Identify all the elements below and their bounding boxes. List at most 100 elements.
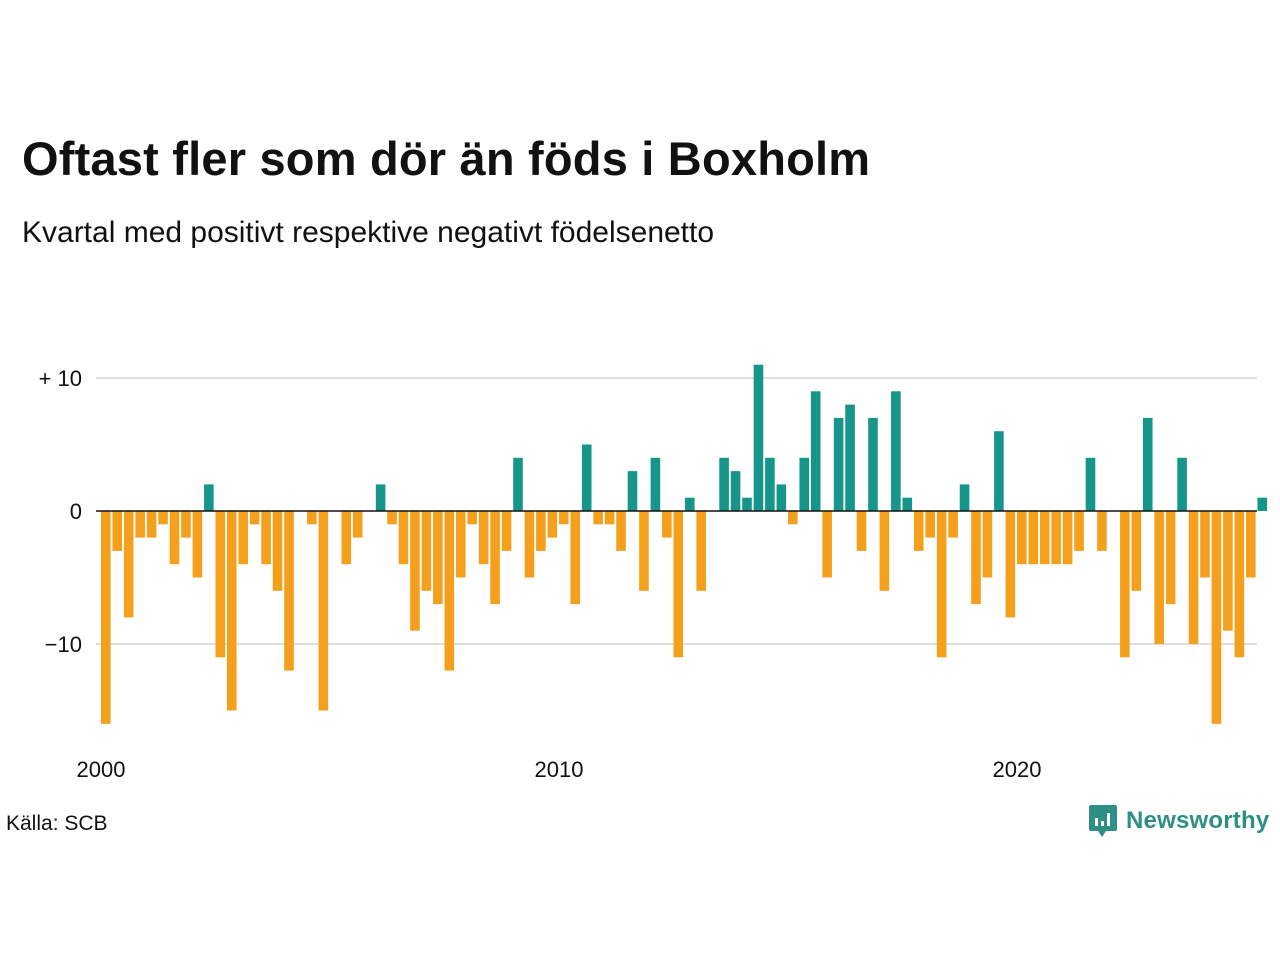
bar-positive bbox=[902, 497, 913, 511]
bar-positive bbox=[1085, 457, 1096, 511]
bar-negative bbox=[696, 511, 706, 591]
chart-title: Oftast fler som dör än föds i Boxholm bbox=[22, 132, 871, 185]
bar-positive bbox=[799, 457, 810, 511]
bar-negative bbox=[856, 511, 867, 551]
y-tick-label: −10 bbox=[45, 632, 82, 657]
bar-positive bbox=[627, 471, 638, 511]
bar-negative bbox=[123, 511, 134, 618]
bar-negative bbox=[1005, 511, 1016, 618]
bar-negative bbox=[673, 511, 684, 658]
bar-negative bbox=[971, 511, 981, 605]
bar-negative bbox=[387, 511, 397, 525]
bar-positive bbox=[891, 391, 901, 511]
bar-negative bbox=[524, 511, 535, 578]
bar-negative bbox=[1165, 511, 1176, 605]
x-tick-label: 2010 bbox=[535, 757, 584, 782]
bar-positive bbox=[868, 417, 878, 511]
bar-negative bbox=[1062, 511, 1073, 565]
bar-negative bbox=[788, 511, 798, 525]
bar-negative bbox=[341, 511, 352, 565]
bar-positive bbox=[730, 471, 741, 511]
bar-negative bbox=[284, 511, 294, 671]
x-tick-label: 2020 bbox=[993, 757, 1042, 782]
bar-negative bbox=[490, 511, 500, 605]
bar-negative bbox=[948, 511, 958, 538]
bar-negative bbox=[1017, 511, 1027, 565]
bar-positive bbox=[753, 364, 764, 511]
bar-negative bbox=[1028, 511, 1039, 565]
bar-negative bbox=[501, 511, 512, 551]
bar-negative bbox=[410, 511, 420, 631]
x-tick-label: 2000 bbox=[77, 757, 126, 782]
bar-negative bbox=[1154, 511, 1164, 644]
bars bbox=[101, 364, 1268, 724]
bar-positive bbox=[742, 497, 752, 511]
bar-negative bbox=[639, 511, 649, 591]
bar-positive bbox=[581, 444, 592, 511]
bar-negative bbox=[879, 511, 890, 591]
bar-positive bbox=[845, 404, 855, 511]
bar-positive bbox=[1257, 497, 1268, 511]
bar-negative bbox=[1039, 511, 1050, 565]
bar-negative bbox=[982, 511, 993, 578]
bar-negative bbox=[559, 511, 569, 525]
bar-negative bbox=[307, 511, 317, 525]
bar-negative bbox=[925, 511, 935, 538]
bar-negative bbox=[421, 511, 432, 591]
bar-negative bbox=[1188, 511, 1199, 644]
bar-negative bbox=[318, 511, 329, 711]
bar-positive bbox=[684, 497, 695, 511]
bar-negative bbox=[1211, 511, 1222, 724]
bar-negative bbox=[169, 511, 180, 565]
bar-negative bbox=[455, 511, 466, 578]
bar-positive bbox=[719, 457, 729, 511]
chart-subtitle: Kvartal med positivt respektive negativt… bbox=[22, 216, 715, 249]
bar-negative bbox=[181, 511, 191, 538]
bar-negative bbox=[192, 511, 203, 578]
bar-negative bbox=[1223, 511, 1233, 631]
y-tick-label: + 10 bbox=[39, 366, 82, 391]
bar-negative bbox=[662, 511, 672, 538]
bar-negative bbox=[398, 511, 409, 565]
bar-negative bbox=[272, 511, 283, 591]
bar-negative bbox=[547, 511, 558, 538]
bar-negative bbox=[570, 511, 581, 605]
brand-logo: Newsworthy bbox=[1088, 804, 1269, 838]
bar-negative bbox=[238, 511, 248, 565]
bar-positive bbox=[204, 484, 214, 511]
bar-positive bbox=[375, 484, 386, 511]
brand-name: Newsworthy bbox=[1126, 807, 1270, 834]
bar-negative bbox=[226, 511, 237, 711]
bar-negative bbox=[352, 511, 363, 538]
bar-negative bbox=[135, 511, 145, 538]
bar-negative bbox=[913, 511, 924, 551]
y-tick-label: 0 bbox=[70, 499, 82, 524]
bar-negative bbox=[536, 511, 546, 551]
bar-negative bbox=[478, 511, 489, 565]
bar-negative bbox=[146, 511, 157, 538]
bar-negative bbox=[433, 511, 443, 605]
bar-positive bbox=[776, 484, 787, 511]
bar-positive bbox=[513, 457, 523, 511]
bar-negative bbox=[261, 511, 271, 565]
bar-negative bbox=[822, 511, 832, 578]
bar-negative bbox=[604, 511, 615, 525]
newsworthy-logo-icon bbox=[1089, 805, 1117, 837]
bar-negative bbox=[936, 511, 947, 658]
bar-negative bbox=[616, 511, 626, 551]
bar-negative bbox=[158, 511, 168, 525]
bar-negative bbox=[249, 511, 260, 525]
bar-negative bbox=[112, 511, 123, 551]
bar-positive bbox=[959, 484, 970, 511]
bar-positive bbox=[765, 457, 775, 511]
bar-negative bbox=[215, 511, 226, 658]
axes: + 10 0 −10 2000 2010 2020 bbox=[39, 366, 1257, 782]
bar-negative bbox=[1234, 511, 1245, 658]
bar-positive bbox=[810, 391, 821, 511]
bar-negative bbox=[593, 511, 603, 525]
bar-negative bbox=[467, 511, 477, 525]
bar-negative bbox=[1097, 511, 1107, 551]
bar-negative bbox=[444, 511, 455, 671]
bar-negative bbox=[1246, 511, 1256, 578]
